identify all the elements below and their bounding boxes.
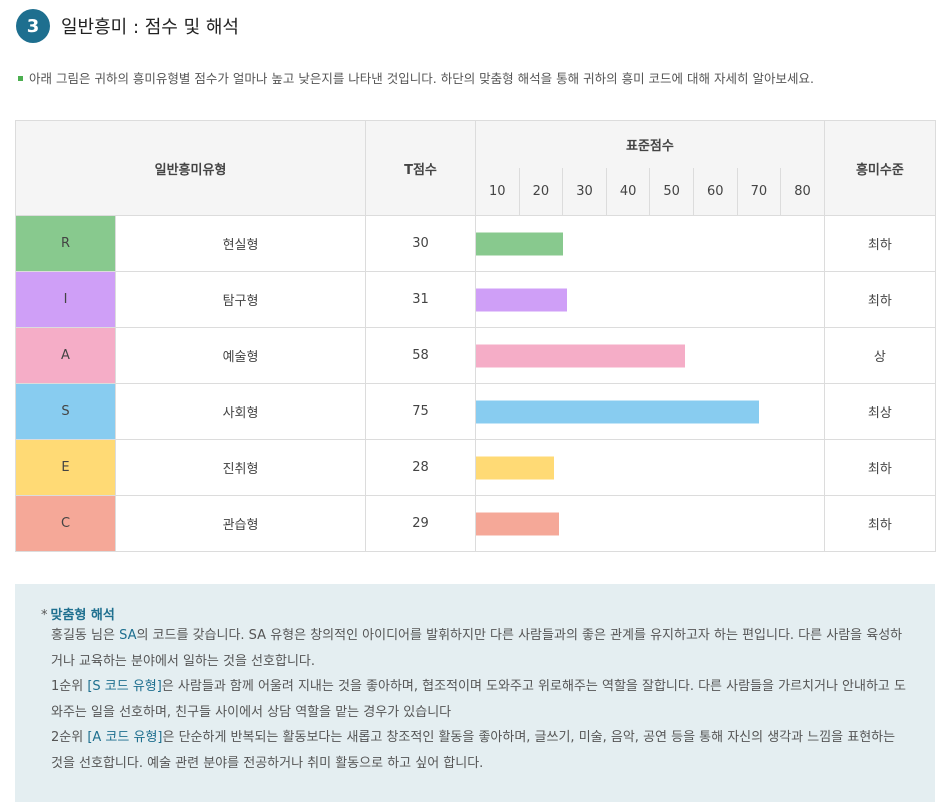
text-span: 2순위 [51,730,88,745]
code-cell: R [15,215,116,272]
score-bar [476,232,563,255]
tick-label: 30 [562,168,607,216]
t-score: 31 [365,271,477,328]
code-highlight: SA [119,628,137,643]
interest-level: 최하 [823,271,936,328]
bar-cell [475,495,825,552]
table-row: E 진취형 28 최하 [15,439,936,496]
header-level: 흥미수준 [823,120,936,216]
score-table: 일반흥미유형 T점수 표준점수 흥미수준 10 20 30 40 50 60 7… [14,120,936,552]
tick-label: 50 [649,168,694,216]
table-row: C 관습형 29 최하 [15,495,936,552]
interest-level: 상 [823,327,936,384]
score-rows: R 현실형 30 최하 I 탐구형 31 최하 A 예술형 58 상 S 사회형… [15,215,936,552]
type-name: 탐구형 [114,271,367,328]
code-cell: S [15,383,116,440]
bullet-square-icon [18,76,23,81]
text-span: 1순위 [51,679,88,694]
type-name: 관습형 [114,495,367,552]
t-score: 75 [365,383,477,440]
interest-level: 최하 [823,215,936,272]
table-row: R 현실형 30 최하 [15,215,936,272]
tick-label: 60 [692,168,738,216]
score-bar [476,288,568,311]
type-name: 사회형 [114,383,367,440]
interpretation-box: * 맞춤형 해석 홍길동 님은 SA의 코드를 갖습니다. SA 유형은 창의적인… [15,584,935,802]
table-row: I 탐구형 31 최하 [15,271,936,328]
score-bar [476,456,555,479]
bar-cell [475,215,825,272]
t-score: 28 [365,439,477,496]
bar-cell [475,383,825,440]
text-span: 의 코드를 갖습니다. SA 유형은 창의적인 아이디어를 발휘하지만 다른 사… [51,628,903,669]
table-row: A 예술형 58 상 [15,327,936,384]
tick-label: 20 [518,168,564,216]
score-bar [476,400,759,423]
code-cell: A [15,327,116,384]
section-header: 3 일반흥미 : 점수 및 해석 [16,8,239,44]
code-highlight: [A 코드 유형] [87,730,163,745]
score-bar [476,512,559,535]
t-score: 29 [365,495,477,552]
type-name: 예술형 [114,327,367,384]
interpretation-title-text: 맞춤형 해석 [50,608,115,623]
asterisk-icon: * [41,608,48,623]
code-cell: E [15,439,116,496]
table-row: S 사회형 75 최상 [15,383,936,440]
score-bar [476,344,685,367]
type-name: 진취형 [114,439,367,496]
intro-text-line: 아래 그림은 귀하의 흥미유형별 점수가 얼마나 높고 낮은지를 나타낸 것입니… [18,68,814,87]
intro-text: 아래 그림은 귀하의 흥미유형별 점수가 얼마나 높고 낮은지를 나타낸 것입니… [29,71,814,86]
header-tscore: T점수 [365,120,477,216]
tick-label: 70 [736,168,782,216]
interest-level: 최상 [823,383,936,440]
section-title: 일반흥미 : 점수 및 해석 [61,17,239,38]
code-highlight: [S 코드 유형] [87,679,162,694]
text-span: 홍길동 님은 [51,628,120,643]
t-score: 58 [365,327,477,384]
code-cell: C [15,495,116,552]
interpretation-paragraph: 홍길동 님은 SA의 코드를 갖습니다. SA 유형은 창의적인 아이디어를 발… [41,623,909,674]
section-number-badge: 3 [16,9,50,43]
text-span: 은 사람들과 함께 어울려 지내는 것을 좋아하며, 협조적이며 도와주고 위로… [51,679,906,720]
tick-label: 10 [475,168,520,216]
interest-level: 최하 [823,439,936,496]
interpretation-title: * 맞춤형 해석 [41,604,909,623]
bar-cell [475,271,825,328]
code-cell: I [15,271,116,328]
interpretation-paragraph: 1순위 [S 코드 유형]은 사람들과 함께 어울려 지내는 것을 좋아하며, … [41,674,909,725]
tick-label: 40 [605,168,651,216]
header-standard-score: 표준점수 [475,120,825,168]
type-name: 현실형 [114,215,367,272]
text-span: 은 단순하게 반복되는 활동보다는 새롭고 창조적인 활동을 좋아하며, 글쓰기… [51,730,896,771]
bar-cell [475,439,825,496]
interpretation-paragraph: 2순위 [A 코드 유형]은 단순하게 반복되는 활동보다는 새롭고 창조적인 … [41,725,909,776]
header-type: 일반흥미유형 [14,120,367,216]
interest-level: 최하 [823,495,936,552]
bar-cell [475,327,825,384]
tick-label: 80 [780,168,825,216]
t-score: 30 [365,215,477,272]
